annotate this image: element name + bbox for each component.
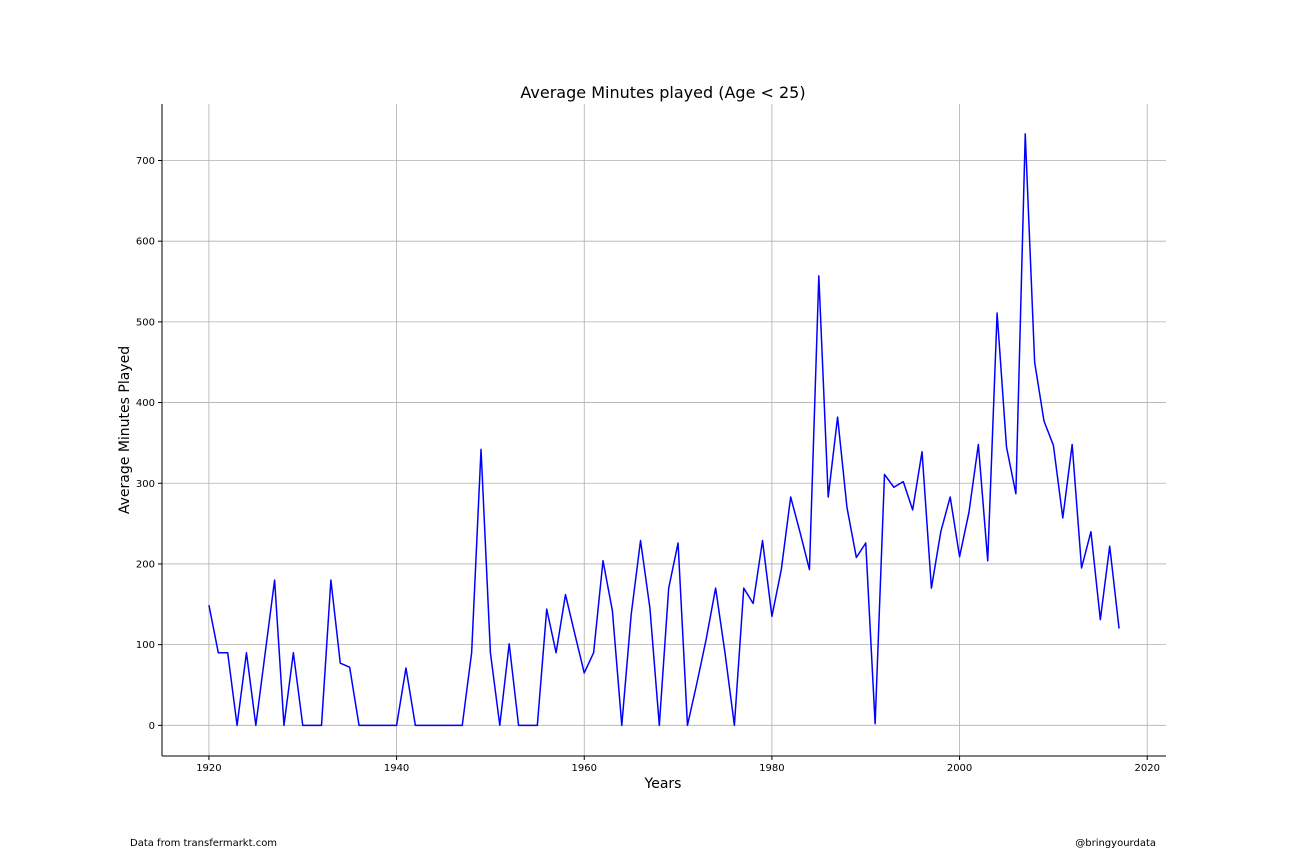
data-source-note: Data from transfermarkt.com xyxy=(130,838,278,849)
y-tick-label: 600 xyxy=(136,237,155,248)
y-axis-label: Average Minutes Played xyxy=(117,346,133,514)
tick-labels: 1920 1940 1960 1980 2000 2020 0 100 200 300 400 500… xyxy=(136,156,1160,774)
y-tick-label: 400 xyxy=(136,398,155,409)
series-layer xyxy=(208,133,1120,727)
y-tick-label: 500 xyxy=(136,317,155,328)
y-tick-label: 700 xyxy=(136,156,155,167)
chart-title: Average Minutes played (Age < 25) xyxy=(520,83,805,102)
x-tick-label: 2000 xyxy=(947,763,972,774)
x-axis-label: Years xyxy=(644,776,682,792)
x-tick-label: 1980 xyxy=(759,763,784,774)
x-tick-label: 1940 xyxy=(384,763,409,774)
x-tick-label: 1960 xyxy=(572,763,597,774)
y-tick-label: 200 xyxy=(136,559,155,570)
axes xyxy=(161,104,1166,757)
grid-lines xyxy=(162,104,1166,756)
x-tick-label: 1920 xyxy=(196,763,221,774)
credit-handle: @bringyourdata xyxy=(1075,838,1156,849)
series-line xyxy=(208,133,1120,727)
y-tick-label: 0 xyxy=(149,721,155,732)
y-tick-label: 100 xyxy=(136,640,155,651)
y-tick-label: 300 xyxy=(136,479,155,490)
x-tick-label: 2020 xyxy=(1135,763,1160,774)
